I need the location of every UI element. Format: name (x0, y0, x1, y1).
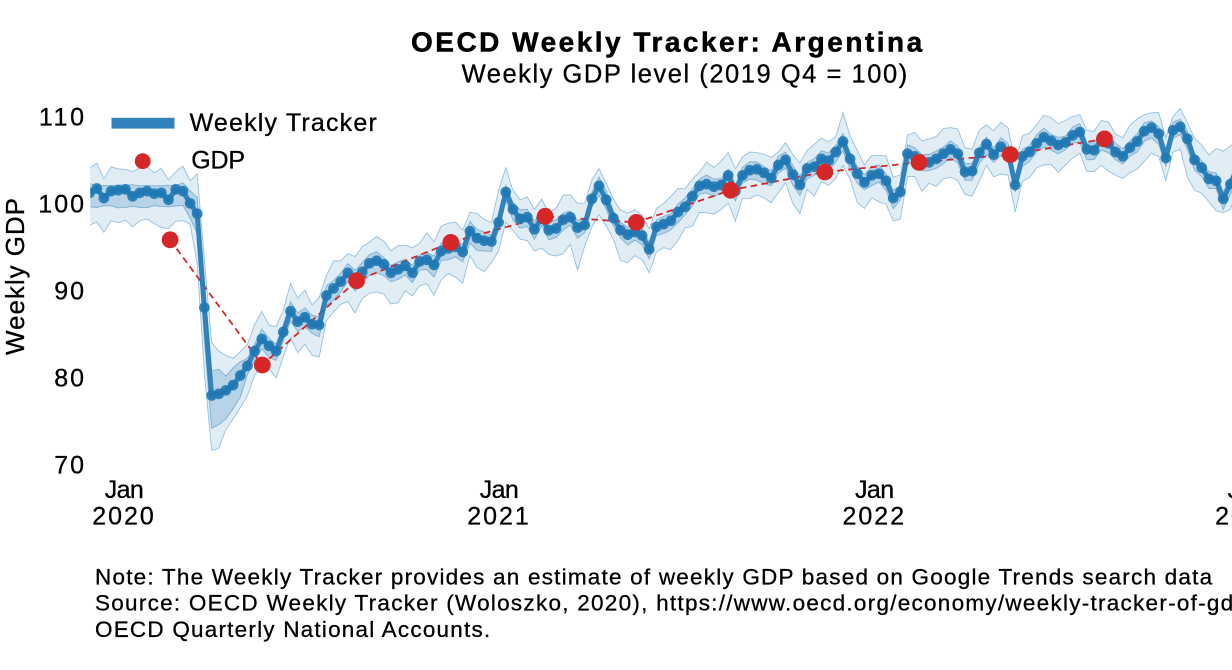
svg-text:2022: 2022 (843, 502, 907, 530)
svg-text:90: 90 (54, 277, 86, 305)
svg-text:OECD Weekly Tracker: Argentina: OECD Weekly Tracker: Argentina (411, 27, 925, 58)
svg-text:Jan: Jan (105, 476, 144, 504)
svg-text:Source: OECD Weekly Tracker (W: Source: OECD Weekly Tracker (Woloszko, 2… (95, 591, 1232, 616)
svg-text:GDP: GDP (191, 147, 245, 175)
svg-text:2020: 2020 (92, 502, 156, 530)
svg-text:OECD Quarterly National Accoun: OECD Quarterly National Accounts. (95, 617, 491, 642)
svg-text:80: 80 (54, 364, 86, 392)
svg-text:Jan: Jan (1228, 476, 1232, 504)
svg-text:Weekly GDP level (2019 Q4 = 10: Weekly GDP level (2019 Q4 = 100) (462, 61, 909, 89)
svg-text:Weekly Tracker: Weekly Tracker (190, 109, 378, 137)
svg-text:Note: The Weekly Tracker provi: Note: The Weekly Tracker provides an est… (95, 564, 1213, 589)
svg-text:Jan: Jan (855, 476, 894, 504)
svg-text:2023: 2023 (1215, 502, 1232, 530)
svg-text:2021: 2021 (467, 502, 531, 530)
svg-text:Jan: Jan (480, 476, 519, 504)
svg-text:110: 110 (39, 103, 87, 131)
svg-text:Weekly GDP: Weekly GDP (0, 197, 30, 355)
svg-text:100: 100 (38, 190, 86, 218)
svg-text:70: 70 (54, 451, 86, 479)
